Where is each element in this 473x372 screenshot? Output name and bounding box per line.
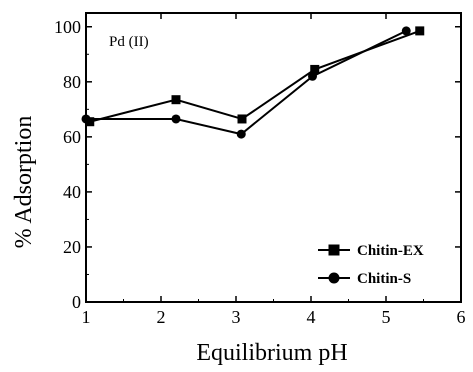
legend-item: Chitin-S [318,271,411,287]
legend-marker [328,244,340,256]
data-point [415,26,425,36]
data-point [171,95,181,105]
x-tick-label: 3 [232,307,241,327]
data-point [85,117,95,127]
data-point [310,64,320,74]
x-tick-label: 2 [157,307,166,327]
data-point [401,26,411,36]
x-tick-label: 4 [307,307,316,327]
legend-marker [328,272,340,284]
data-point [237,114,247,124]
y-tick-label: 80 [63,72,81,92]
y-tick-label: 20 [63,237,81,257]
x-tick-label: 1 [82,307,91,327]
x-tick-label: 6 [457,307,466,327]
legend-label: Chitin-EX [357,243,424,259]
data-point [236,129,246,139]
y-axis-title: % Adsorption [11,116,37,249]
legend-label: Chitin-S [357,271,411,287]
legend: Chitin-EX Chitin-S [318,243,424,287]
data-point [81,114,91,124]
data-point [171,114,181,124]
x-tick-label: 5 [382,307,391,327]
y-tick-label: 100 [54,17,81,37]
y-tick-label: 40 [63,182,81,202]
y-tick-label: 0 [72,292,81,312]
y-tick-label: 60 [63,127,81,147]
series-chitin-ex [85,26,425,127]
legend-item: Chitin-EX [318,243,424,259]
data-point [308,71,317,81]
chart-annotation: Pd (II) [109,34,149,50]
series-chitin-s [81,26,411,139]
x-axis-title: Equilibrium pH [196,340,347,366]
series-layer [81,26,425,139]
